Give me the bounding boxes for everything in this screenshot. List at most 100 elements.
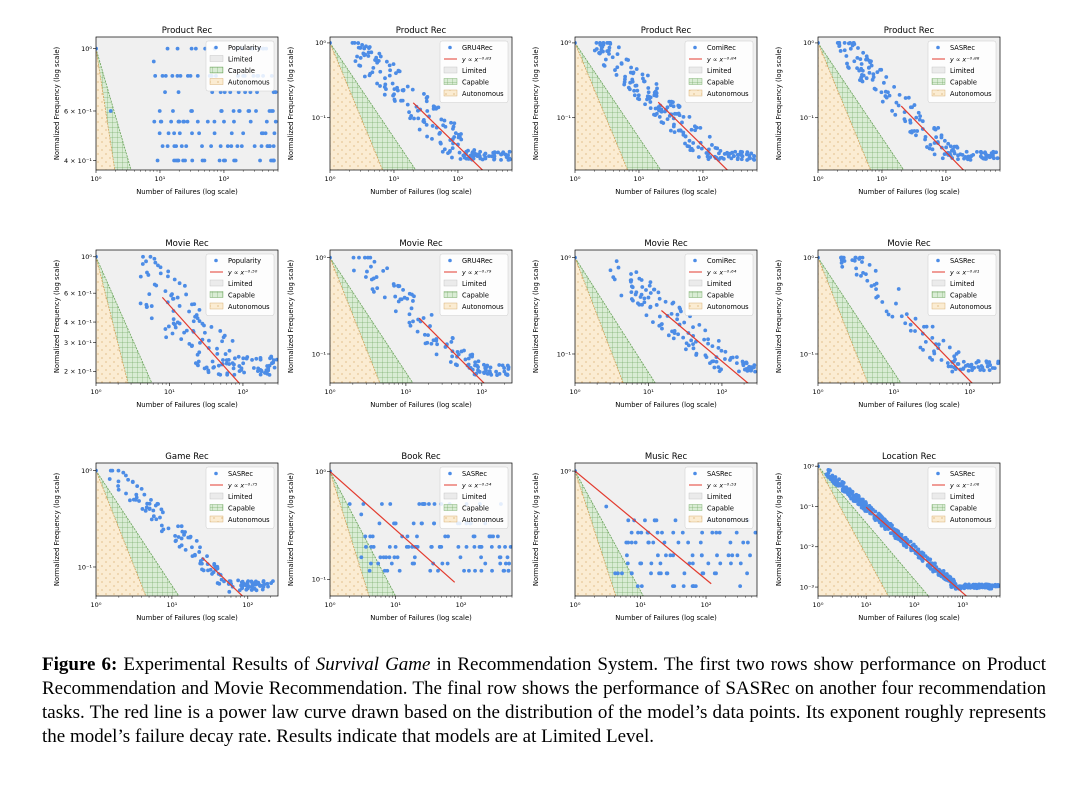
chart-8-frame — [817, 249, 1001, 384]
chart-2-point — [358, 56, 363, 60]
chart-4-point — [848, 46, 853, 51]
chart-6-point — [429, 313, 434, 317]
chart-6-point — [375, 286, 380, 291]
chart-5-point — [152, 256, 157, 261]
chart-5-point — [153, 260, 158, 265]
chart-9-point — [256, 580, 261, 585]
chart-10-point — [483, 561, 488, 566]
chart-8-legend: SASRec y ∝ x⁻⁰·⁸¹ Limited Capable Autonomous — [927, 253, 997, 316]
chart-3-plot-area — [575, 41, 757, 170]
chart-3-point — [641, 76, 645, 81]
chart-9-point — [215, 564, 220, 569]
chart-7-point — [706, 341, 710, 346]
chart-11-point — [748, 553, 752, 558]
chart-10-point — [411, 521, 416, 526]
chart-1-point — [190, 158, 195, 163]
chart-1-point — [160, 73, 165, 78]
chart-3-point — [731, 154, 736, 159]
chart-3-point — [615, 65, 620, 70]
chart-7-point — [648, 291, 653, 295]
chart-10-point — [389, 561, 394, 566]
chart-8-point — [854, 266, 859, 271]
chart-10-point — [412, 555, 417, 560]
chart-10-point — [412, 561, 417, 566]
chart-4-point — [987, 155, 992, 160]
chart-6-legend-series-marker — [448, 258, 452, 263]
chart-6-point — [352, 268, 356, 273]
chart-8-point — [839, 260, 844, 265]
chart-1-legend: Popularity Limited Capable Autonomous — [205, 40, 275, 92]
chart-6-point — [410, 292, 414, 297]
chart-2-point — [475, 152, 480, 157]
chart-6-point — [470, 354, 474, 359]
chart-9-ytick-label: 10⁻¹ — [78, 563, 93, 571]
chart-1-point — [160, 144, 165, 149]
chart-10-legend-box — [439, 466, 509, 529]
chart-6-point — [497, 371, 502, 376]
chart-2-point — [362, 46, 367, 50]
chart-9-point — [140, 507, 145, 511]
chart-10-autonomous-boundary — [330, 471, 370, 596]
chart-3: Product Rec 10⁰ 10¹ 10² 10⁰ 10⁻¹ Number of Fai… — [532, 26, 758, 196]
chart-9-point — [198, 545, 202, 550]
chart-8-xtick-label: 10¹ — [888, 388, 899, 396]
chart-5-legend-limited: Limited — [228, 280, 253, 288]
chart-4-legend-series-marker — [936, 45, 940, 50]
chart-12-point — [830, 473, 835, 478]
chart-2-point — [368, 71, 373, 76]
chart-7-legend-limited-swatch — [688, 279, 703, 287]
chart-12-xlabel: Number of Failures (log scale) — [858, 614, 960, 622]
chart-2-point — [489, 154, 494, 159]
caption-label: Figure 6: — [42, 654, 118, 675]
chart-7-point — [619, 293, 624, 298]
chart-5-point — [193, 314, 197, 319]
chart-9-point — [161, 527, 166, 532]
chart-5-point — [272, 365, 277, 370]
chart-9-point — [116, 484, 121, 488]
chart-8-point — [908, 322, 913, 327]
chart-5-point — [236, 354, 241, 359]
chart-7-point — [657, 296, 662, 301]
chart-4-point — [884, 95, 889, 100]
chart-4-point — [892, 84, 897, 89]
chart-5-point — [144, 259, 148, 264]
chart-4-xtick-label: 10⁰ — [813, 175, 824, 183]
chart-8-point — [939, 358, 944, 362]
caption-text-before: Experimental Results of — [117, 654, 316, 675]
chart-8-point — [921, 347, 925, 352]
chart-4-point — [923, 134, 928, 139]
chart-7-point — [656, 290, 661, 295]
chart-10-point — [491, 534, 495, 539]
chart-1-point — [169, 119, 174, 124]
chart-6-point — [391, 282, 396, 286]
chart-9-point — [128, 498, 132, 503]
chart-3-point — [699, 146, 704, 151]
chart-2-point — [330, 41, 332, 45]
chart-7-point — [630, 285, 635, 290]
chart-2-point — [438, 140, 443, 145]
chart-10-legend-capable: Capable — [462, 505, 489, 513]
chart-10-point — [479, 555, 483, 560]
chart-11-legend-capable: Capable — [707, 505, 734, 513]
chart-3-point — [645, 73, 650, 78]
chart-1-point — [225, 144, 230, 149]
chart-11-point — [668, 553, 673, 558]
chart-3-point — [672, 130, 677, 134]
chart-5-point — [158, 271, 163, 276]
chart-4-point — [912, 129, 917, 133]
chart-2-point — [443, 124, 448, 129]
chart-5-point — [202, 323, 206, 328]
chart-12-point — [833, 475, 838, 479]
chart-5-point — [172, 277, 177, 282]
chart-4-point — [915, 129, 920, 133]
chart-6-point — [455, 349, 460, 354]
chart-12-point — [986, 582, 991, 587]
chart-7-point — [676, 332, 681, 337]
chart-12-ytick-label: 10⁻² — [800, 543, 815, 551]
chart-9-point — [96, 468, 98, 473]
chart-3-point — [648, 106, 653, 111]
chart-11-point — [613, 571, 618, 576]
chart-8-point — [974, 360, 979, 365]
chart-12-point — [983, 584, 988, 589]
chart-9-point — [222, 579, 226, 584]
